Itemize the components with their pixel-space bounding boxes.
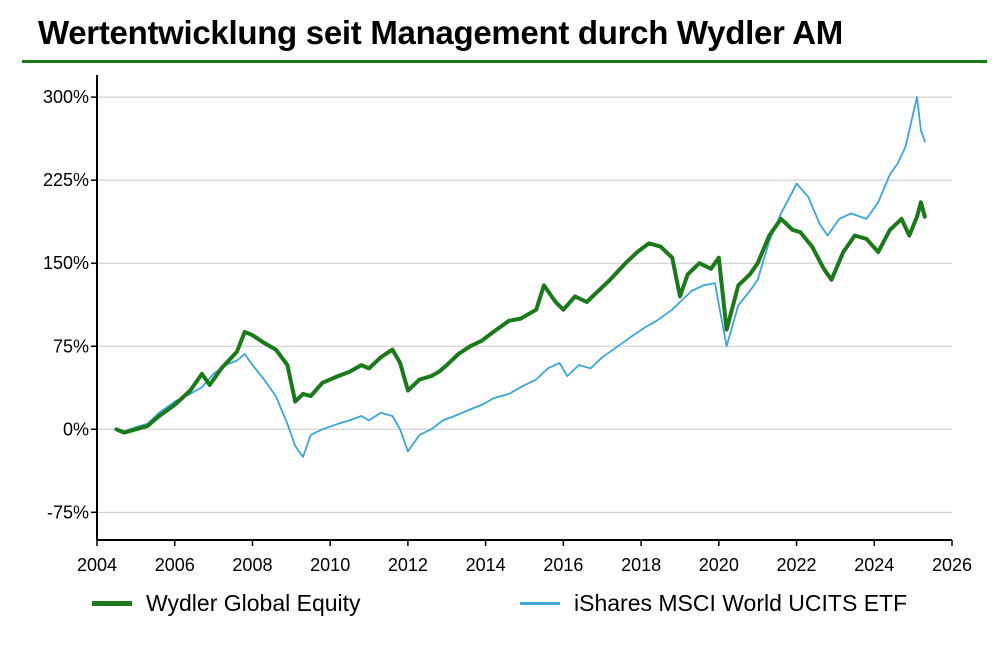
legend-swatch-wydler (92, 601, 132, 606)
grid-lines (97, 96, 952, 513)
x-tick-label: 2008 (232, 555, 272, 575)
series-lines (114, 96, 927, 458)
x-tick-label: 2010 (310, 555, 350, 575)
series-line-wydler-global-equity (114, 200, 927, 435)
y-tick-label: 0% (63, 419, 89, 439)
chart-title: Wertentwicklung seit Management durch Wy… (38, 14, 843, 51)
x-tick-label: 2006 (155, 555, 195, 575)
y-tick-label: 75% (53, 336, 89, 356)
axes (91, 75, 953, 546)
title-underline (22, 60, 987, 63)
x-tick-label: 2024 (854, 555, 894, 575)
x-tick-label: 2004 (77, 555, 117, 575)
x-tick-label: 2018 (621, 555, 661, 575)
y-tick-label: 225% (43, 170, 89, 190)
x-tick-label: 2022 (777, 555, 817, 575)
x-tick-label: 2016 (543, 555, 583, 575)
x-tick-labels: 2004 2006 2008 2010 2012 2014 2016 2018 2020 2022… (77, 555, 972, 575)
x-tick-label: 2026 (932, 555, 972, 575)
legend-label-wydler: Wydler Global Equity (146, 590, 361, 616)
legend-label-ishares: iShares MSCI World UCITS ETF (574, 590, 908, 616)
legend-swatch-ishares (520, 602, 560, 605)
y-tick-label: 300% (43, 87, 89, 107)
legend-item-wydler: Wydler Global Equity (92, 590, 361, 617)
x-tick-label: 2012 (388, 555, 428, 575)
y-tick-labels: -75% 0% 75% 150% 225% 300% (43, 87, 89, 522)
x-tick-label: 2020 (699, 555, 739, 575)
y-tick-label: -75% (47, 502, 89, 522)
x-tick-label: 2014 (466, 555, 506, 575)
y-tick-label: 150% (43, 253, 89, 273)
series-line-ishares-msci-world (115, 96, 926, 458)
legend-item-ishares: iShares MSCI World UCITS ETF (520, 590, 907, 617)
